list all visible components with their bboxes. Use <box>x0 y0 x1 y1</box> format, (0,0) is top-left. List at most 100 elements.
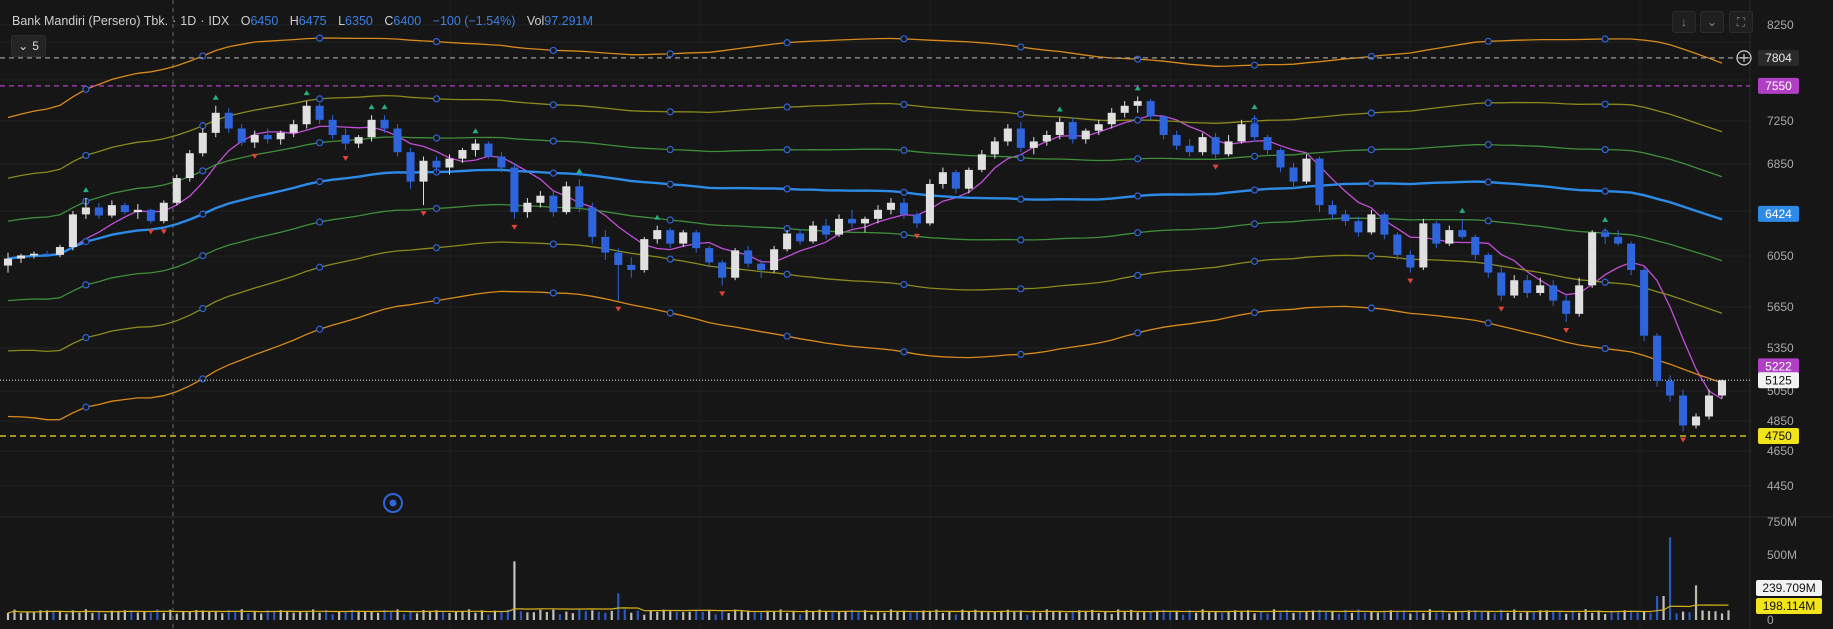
band-node <box>666 145 674 154</box>
volume-bar <box>1474 610 1477 620</box>
indicator-toggle-button[interactable]: ⌄ 5 <box>11 35 46 57</box>
volume-bar <box>149 612 152 620</box>
volume-bar <box>208 611 211 620</box>
volume-bar <box>19 613 23 620</box>
candle <box>912 214 921 224</box>
price-badge <box>1758 77 1799 94</box>
band-node <box>1017 110 1025 118</box>
candle <box>497 156 506 168</box>
candle <box>1185 145 1194 153</box>
volume-bar <box>506 609 510 620</box>
volume-bar <box>630 612 633 620</box>
band-node <box>1484 178 1492 186</box>
volume-bar <box>169 609 172 620</box>
volume-bar <box>1292 612 1295 620</box>
candle <box>705 248 714 263</box>
volume-bar <box>6 612 10 620</box>
volume-tick-label: 500M <box>1767 548 1797 562</box>
fullscreen-icon[interactable]: ⛶ <box>1729 11 1753 33</box>
candle <box>886 202 895 210</box>
volume-bar <box>1630 610 1633 620</box>
band-node <box>1250 257 1259 265</box>
volume-bar <box>1013 611 1016 620</box>
add-circle-icon <box>1736 50 1752 66</box>
band-node <box>1601 145 1609 154</box>
candle <box>809 225 818 242</box>
arrow-down-icon[interactable]: ↓ <box>1672 11 1696 33</box>
volume-bar <box>1396 610 1399 620</box>
volume-bar <box>980 612 983 620</box>
band-node <box>783 39 791 47</box>
volume-bar <box>532 612 535 620</box>
volume-bar <box>1207 612 1211 620</box>
volume-bar <box>617 593 620 620</box>
candle <box>471 143 480 151</box>
candle <box>1107 112 1116 125</box>
band-node <box>432 244 441 252</box>
candle <box>1302 158 1311 182</box>
chevron-down-icon[interactable]: ⌄ <box>1700 11 1724 33</box>
playback-icon[interactable] <box>383 493 403 513</box>
pivot-high-marker <box>212 94 219 100</box>
volume-bar <box>1500 609 1503 620</box>
volume-bar <box>188 612 191 620</box>
volume-bar <box>435 610 438 620</box>
volume-bar <box>402 613 406 620</box>
band-node <box>1134 155 1142 163</box>
volume-bar <box>1162 609 1165 620</box>
open-value: 6450 <box>250 14 279 28</box>
band-node <box>432 38 441 46</box>
candle <box>289 124 298 133</box>
candle <box>873 209 883 219</box>
band-node <box>1134 55 1142 63</box>
band-node <box>1484 140 1492 149</box>
volume-bar <box>221 613 224 620</box>
volume-bar <box>1668 537 1672 620</box>
open-label: O <box>240 14 251 28</box>
candle <box>367 119 376 138</box>
candle <box>847 218 857 224</box>
band-node <box>666 216 674 224</box>
interval-label[interactable]: 1D <box>180 14 197 28</box>
candle <box>380 119 389 129</box>
candle <box>1224 141 1233 155</box>
symbol-name[interactable]: Bank Mandiri (Persero) Tbk. <box>12 14 169 28</box>
band-node <box>432 95 441 103</box>
volume-bar <box>1441 610 1444 620</box>
candle <box>42 253 51 255</box>
price-badge <box>1758 372 1799 389</box>
candle <box>925 183 934 224</box>
candle <box>1679 395 1688 426</box>
band-node <box>1017 236 1025 244</box>
volume-bar <box>519 611 523 620</box>
volume-bar <box>902 610 906 620</box>
candle <box>1393 234 1402 255</box>
band-node <box>1250 186 1259 194</box>
candle <box>458 150 467 159</box>
volume-bar <box>1539 610 1542 620</box>
volume-bar <box>721 611 724 620</box>
band-node <box>1484 37 1492 45</box>
band-node <box>1250 309 1259 317</box>
volume-bar <box>1688 612 1691 620</box>
volume-bar <box>312 609 315 620</box>
volume-bar <box>1039 612 1042 620</box>
band-node <box>549 137 557 145</box>
band-node <box>1250 152 1259 160</box>
volume-bar <box>539 609 542 620</box>
volume-bar <box>493 610 497 620</box>
pivot-high-marker <box>472 128 479 134</box>
high-value: 6475 <box>298 14 327 28</box>
volume-bar <box>1636 612 1639 620</box>
volume-bar <box>1402 610 1405 620</box>
candle <box>419 160 428 182</box>
candle <box>1016 128 1025 148</box>
volume-bar <box>299 611 302 620</box>
candle <box>276 132 285 140</box>
volume-bar <box>1623 610 1626 620</box>
volume-bar <box>1266 613 1269 620</box>
volume-bar <box>811 611 815 620</box>
volume-bar <box>1084 611 1087 620</box>
volume-bar <box>1571 610 1574 620</box>
